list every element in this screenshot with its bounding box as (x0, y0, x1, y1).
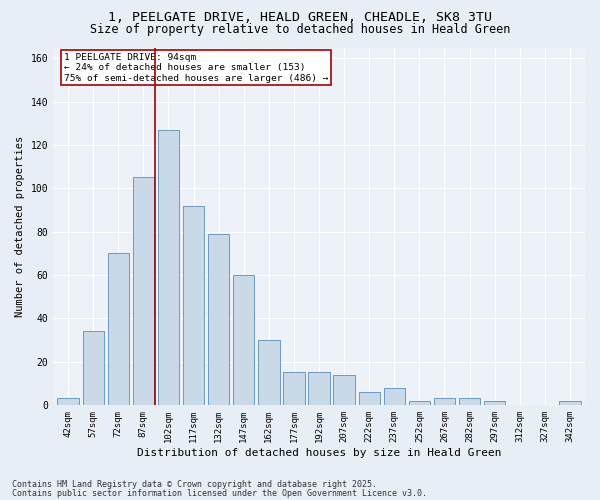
Text: Size of property relative to detached houses in Heald Green: Size of property relative to detached ho… (90, 22, 510, 36)
Bar (258, 340, 280, 405)
Bar (484, 400, 505, 405)
Text: 1, PEELGATE DRIVE, HEALD GREEN, CHEADLE, SK8 3TU: 1, PEELGATE DRIVE, HEALD GREEN, CHEADLE,… (108, 11, 492, 24)
Bar (183, 206, 204, 405)
X-axis label: Distribution of detached houses by size in Heald Green: Distribution of detached houses by size … (137, 448, 501, 458)
Text: Contains HM Land Registry data © Crown copyright and database right 2025.: Contains HM Land Registry data © Crown c… (12, 480, 377, 489)
Bar (283, 372, 305, 405)
Bar (133, 178, 154, 405)
Bar (233, 275, 254, 405)
Bar (107, 253, 129, 405)
Text: 1 PEELGATE DRIVE: 94sqm
← 24% of detached houses are smaller (153)
75% of semi-d: 1 PEELGATE DRIVE: 94sqm ← 24% of detache… (64, 53, 328, 82)
Bar (58, 398, 79, 405)
Bar (409, 400, 430, 405)
Bar (359, 392, 380, 405)
Bar (459, 398, 480, 405)
Bar (308, 372, 329, 405)
Bar (383, 388, 405, 405)
Bar (158, 130, 179, 405)
Y-axis label: Number of detached properties: Number of detached properties (15, 136, 25, 317)
Bar (208, 234, 229, 405)
Bar (334, 374, 355, 405)
Text: Contains public sector information licensed under the Open Government Licence v3: Contains public sector information licen… (12, 489, 427, 498)
Bar (83, 331, 104, 405)
Bar (559, 400, 581, 405)
Bar (434, 398, 455, 405)
